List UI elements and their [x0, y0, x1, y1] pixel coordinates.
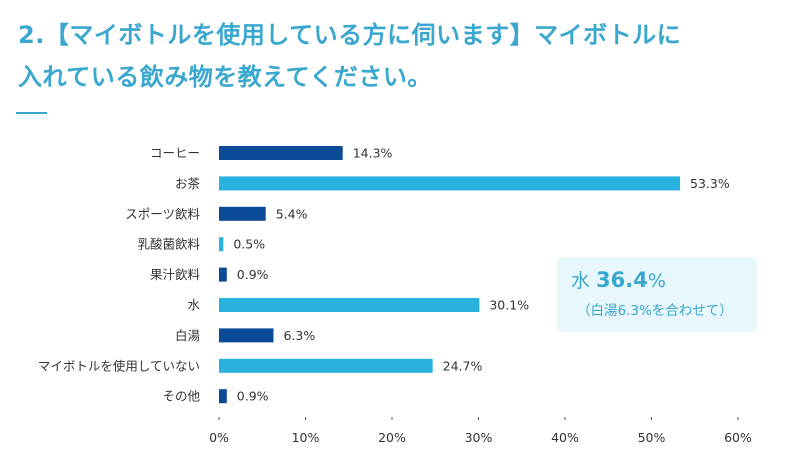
tick-label: 30%	[465, 430, 493, 445]
bar	[219, 146, 343, 160]
water-total-callout: 水 36.4% （白湯6.3%を合わせて）	[557, 257, 757, 332]
tick-label: 50%	[638, 430, 666, 445]
callout-unit: %	[647, 270, 666, 292]
bar	[219, 358, 433, 373]
callout-prefix: 水	[571, 270, 597, 292]
title-divider	[16, 112, 47, 114]
title-line-1: 2.【マイボトルを使用している方に伺います】マイボトルに	[18, 21, 682, 49]
category-label: その他	[162, 389, 200, 404]
value-label: 53.3%	[690, 176, 730, 191]
category-label: マイボトルを使用していない	[38, 358, 200, 373]
tick-label: 40%	[551, 430, 579, 445]
value-label: 24.7%	[443, 358, 483, 373]
callout-main: 水 36.4%	[571, 267, 666, 294]
callout-note: （白湯6.3%を合わせて）	[577, 303, 733, 319]
callout-value: 36.4	[596, 268, 648, 292]
tick-label: 20%	[378, 430, 406, 445]
category-label: 果汁飲料	[150, 267, 201, 282]
category-label: 白湯	[175, 328, 200, 343]
category-label: お茶	[175, 176, 201, 191]
bar	[219, 298, 480, 312]
bar	[219, 176, 681, 191]
tick-label: 0%	[209, 430, 229, 445]
title-line-2: 入れている飲み物を教えてください。	[18, 63, 432, 91]
category-label: 水	[187, 298, 200, 313]
value-label: 0.5%	[233, 237, 265, 252]
tick-label: 60%	[724, 430, 752, 445]
bar	[219, 267, 227, 282]
category-label: スポーツ飲料	[125, 206, 200, 221]
value-label: 6.3%	[283, 328, 315, 343]
value-label: 0.9%	[237, 389, 269, 404]
page-title: 2.【マイボトルを使用している方に伺います】マイボトルに 入れている飲み物を教え…	[18, 14, 778, 98]
bar	[219, 389, 227, 404]
bars-group: コーヒー 14.3% お茶 53.3% スポーツ飲料 5.4% 乳酸菌飲料 0.5% 果汁飲料 0…	[38, 146, 730, 404]
value-label: 30.1%	[489, 298, 529, 313]
value-label: 5.4%	[276, 206, 308, 221]
bar	[219, 206, 266, 221]
category-label: 乳酸菌飲料	[137, 237, 200, 252]
bar	[219, 328, 274, 343]
category-label: コーヒー	[150, 146, 200, 161]
bar	[219, 237, 224, 252]
value-label: 0.9%	[237, 267, 269, 282]
tick-label: 10%	[292, 430, 320, 445]
value-label: 14.3%	[353, 146, 393, 161]
x-axis-ticks: 0% 10% 20% 30% 40% 50% 60%	[209, 417, 752, 445]
